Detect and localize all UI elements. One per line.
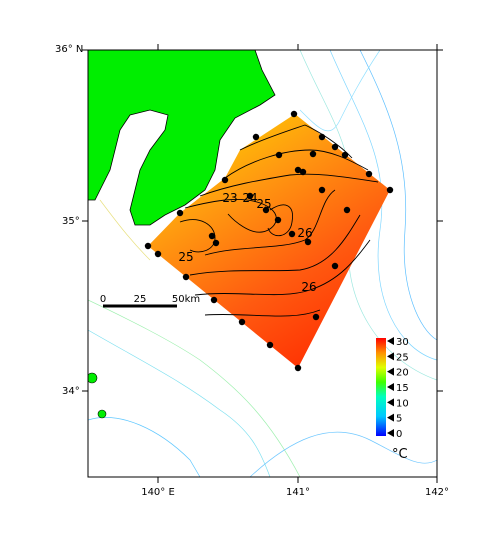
- station: [210, 296, 218, 304]
- lat-label: 36° N: [55, 44, 83, 55]
- station: [318, 133, 326, 141]
- lon-label: 141°: [286, 487, 310, 498]
- contour-label: 26: [301, 280, 316, 294]
- legend-pointer: [387, 383, 394, 391]
- station: [309, 150, 317, 158]
- legend-tick-label: 5: [396, 414, 402, 425]
- station: [290, 110, 298, 118]
- legend-pointer: [387, 367, 394, 376]
- survey-area: [148, 114, 390, 368]
- station: [252, 133, 260, 141]
- contour-label: 25: [178, 250, 193, 264]
- ticks: [82, 44, 443, 483]
- station: [246, 192, 254, 200]
- station: [262, 206, 270, 214]
- legend-tick-label: 10: [396, 398, 409, 409]
- station: [275, 151, 283, 159]
- station: [318, 186, 326, 194]
- isotherms: [179, 124, 379, 317]
- legend-tick-label: 15: [396, 383, 409, 394]
- station: [266, 341, 274, 349]
- legend-tick-label: 25: [396, 352, 409, 363]
- contour-label: 25: [256, 197, 271, 211]
- lon-label: 142°: [425, 487, 449, 498]
- station: [182, 273, 190, 281]
- scale-label: 50km: [172, 294, 200, 305]
- station: [144, 242, 152, 250]
- station: [365, 170, 373, 178]
- legend-tick-label: 0: [396, 429, 402, 440]
- station: [331, 262, 339, 270]
- legend-pointer: [387, 352, 394, 361]
- contour-label: 26: [297, 226, 312, 240]
- stations: [144, 110, 394, 372]
- scale-label: 0: [100, 294, 106, 305]
- island: [97, 409, 107, 419]
- station: [238, 318, 246, 326]
- station: [341, 151, 349, 159]
- legend-pointer: [387, 337, 394, 345]
- station: [221, 176, 229, 184]
- bathymetry: [88, 50, 437, 477]
- station: [212, 239, 220, 247]
- station: [154, 250, 162, 258]
- legend-tick-label: 30: [396, 337, 409, 348]
- map-body: [88, 50, 437, 477]
- legend-pointer: [387, 429, 394, 437]
- island: [88, 372, 98, 384]
- legend-pointer: [387, 413, 394, 422]
- legend-tick-label: 20: [396, 368, 409, 379]
- station: [294, 166, 302, 174]
- station: [288, 230, 296, 238]
- station: [274, 216, 282, 224]
- station: [294, 364, 302, 372]
- contour-label: 23: [222, 191, 237, 205]
- station: [208, 232, 216, 240]
- scale-label: 25: [134, 294, 147, 305]
- station: [304, 238, 312, 246]
- station: [386, 186, 394, 194]
- station: [299, 168, 307, 176]
- lat-label: 35°: [62, 216, 80, 227]
- contour-label: 24: [242, 191, 257, 205]
- map-frame: [87, 49, 438, 478]
- legend-unit: °C: [392, 447, 408, 462]
- land: [88, 50, 276, 226]
- station: [331, 143, 339, 151]
- lat-label: 34°: [62, 386, 80, 397]
- legend-pointer: [387, 398, 394, 407]
- colorbar: [376, 338, 386, 436]
- lon-label: 140° E: [141, 487, 175, 498]
- station: [343, 206, 351, 214]
- station: [312, 313, 320, 321]
- legend: °C 30 25 20 15 10 5 0: [376, 337, 409, 462]
- station: [176, 209, 184, 217]
- scale-bar: 0 25 50km: [100, 294, 200, 308]
